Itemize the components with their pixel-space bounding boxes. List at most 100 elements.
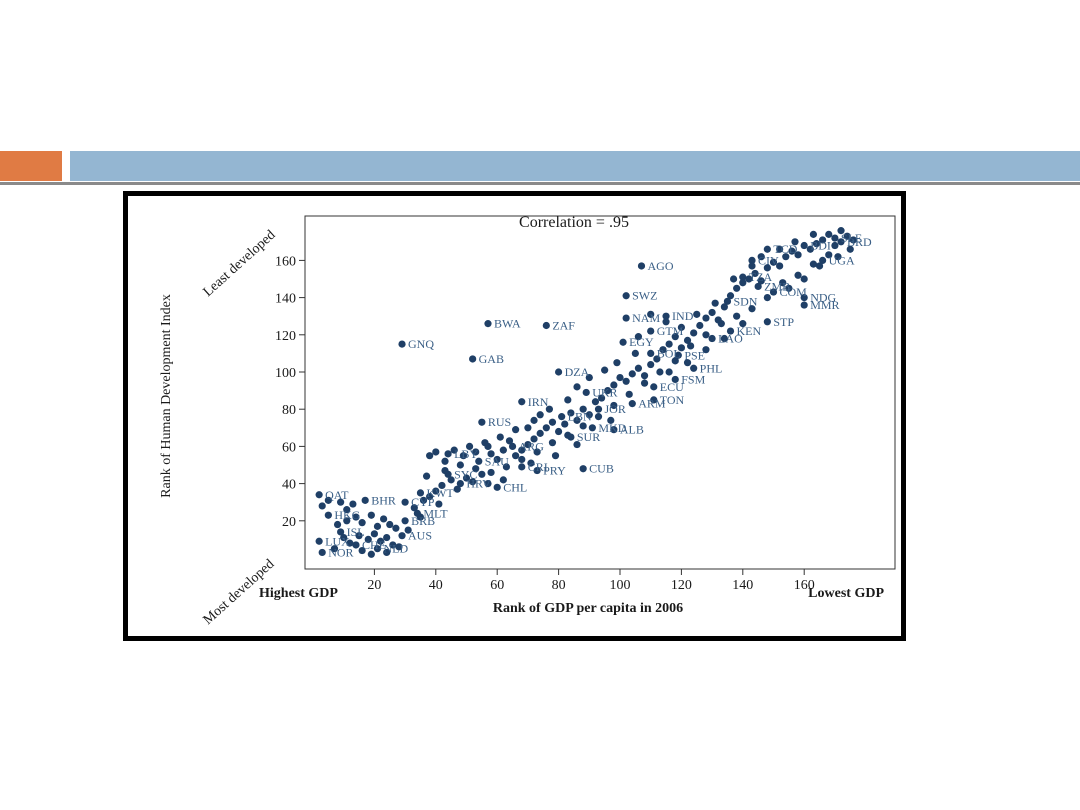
- point-label: SLE: [841, 231, 862, 245]
- scatter-point: [656, 368, 664, 376]
- y-tick-label: 140: [275, 292, 296, 307]
- scatter-point: [499, 446, 507, 454]
- scatter-point: [594, 413, 603, 421]
- scatter-point: [438, 481, 446, 490]
- scatter-point: [607, 416, 615, 424]
- scatter-point: [392, 524, 400, 532]
- scatter-point: [791, 238, 799, 246]
- y-tick-label: 60: [282, 440, 296, 455]
- scatter-point: [426, 493, 434, 501]
- scatter-point: [591, 398, 600, 406]
- scatter-point: [748, 256, 756, 264]
- scatter-point: [637, 262, 646, 270]
- scatter-point: [441, 466, 449, 475]
- point-label: ZMB: [764, 279, 790, 293]
- scatter-point: [533, 466, 541, 475]
- scatter-point: [493, 483, 501, 491]
- scatter-point: [478, 470, 486, 478]
- scatter-point: [484, 480, 492, 488]
- scatter-point: [352, 513, 360, 521]
- scatter-point: [690, 329, 698, 337]
- y-tick-label: 120: [275, 329, 296, 344]
- scatter-point: [410, 504, 418, 512]
- scatter-point: [763, 245, 771, 253]
- scatter-point: [518, 463, 526, 471]
- point-label: MMR: [810, 298, 839, 312]
- scatter-point: [364, 535, 372, 543]
- point-label: ISL: [347, 525, 365, 539]
- scatter-point: [834, 253, 842, 261]
- y-tick-label: 100: [275, 366, 296, 381]
- scatter-point: [401, 517, 409, 525]
- scatter-point: [754, 282, 762, 291]
- scatter-point: [647, 360, 655, 369]
- scatter-point: [542, 321, 550, 330]
- y-axis: 20 40 60 80 100 120 140 160: [275, 254, 305, 530]
- scatter-point: [739, 279, 747, 287]
- scatter-point: [831, 241, 839, 250]
- scatter-point: [318, 548, 326, 557]
- scatter-point: [733, 284, 741, 292]
- scatter-point: [585, 373, 593, 382]
- scatter-point: [542, 424, 550, 432]
- scatter-point: [677, 344, 686, 352]
- x-tick-label: 60: [490, 578, 504, 593]
- scatter-point: [337, 498, 345, 506]
- scatter-point: [683, 336, 692, 344]
- scatter-point: [739, 273, 747, 281]
- scatter-point: [478, 418, 486, 426]
- scatter-point: [640, 379, 649, 387]
- scatter-point: [524, 440, 532, 449]
- point-label: BRD: [847, 235, 872, 249]
- scatter-point: [733, 312, 741, 320]
- slide-divider: [0, 182, 1080, 185]
- scatter-point: [573, 440, 581, 449]
- point-label: HKG: [334, 508, 360, 522]
- scatter-point: [757, 277, 765, 285]
- x-tick-label: 80: [552, 578, 566, 593]
- scatter-point: [555, 427, 563, 436]
- scatter-point: [693, 310, 701, 318]
- scatter-point: [484, 320, 492, 328]
- scatter-point: [383, 548, 391, 557]
- point-label: MLT: [423, 506, 448, 520]
- x-high-label: Lowest GDP: [808, 586, 884, 601]
- scatter-point: [564, 431, 572, 439]
- scatter-point: [432, 448, 440, 456]
- scatter-point: [548, 439, 557, 447]
- x-tick-label: 160: [794, 578, 815, 593]
- scatter-point: [582, 388, 590, 397]
- scatter-point: [444, 450, 452, 458]
- scatter-point: [573, 383, 581, 391]
- scatter-point: [472, 465, 480, 473]
- scatter-point: [469, 355, 477, 363]
- point-label: CIV: [758, 253, 779, 267]
- point-label: ZAF: [552, 319, 575, 333]
- scatter-point: [708, 308, 716, 317]
- scatter-point: [536, 411, 544, 419]
- scatter-point: [647, 327, 655, 335]
- scatter-point: [426, 452, 434, 460]
- scatter-point: [465, 442, 474, 450]
- point-label: LBY: [454, 447, 478, 461]
- scatter-point: [389, 541, 397, 549]
- scatter-point: [634, 364, 643, 372]
- scatter-point: [567, 409, 575, 417]
- scatter-point: [579, 422, 587, 430]
- scatter-point: [462, 474, 471, 482]
- scatter-point: [376, 537, 385, 545]
- scatter-point: [819, 256, 827, 264]
- point-labels: AGO SWZ BWA ZAF GNQ GAB EGY DZA TON ALB CUB QAT BHR H…: [325, 231, 872, 559]
- scatter-point: [386, 520, 394, 529]
- scatter-point: [610, 401, 618, 410]
- scatter-point: [671, 333, 679, 341]
- scatter-point: [763, 264, 771, 272]
- point-label: MKD: [598, 421, 626, 435]
- point-label: BRB: [411, 514, 435, 528]
- scatter-point: [324, 496, 332, 504]
- scatter-point: [631, 349, 639, 357]
- scatter-point: [456, 461, 464, 469]
- scatter-point: [825, 251, 833, 259]
- scatter-point: [613, 359, 621, 367]
- scatter-point: [671, 375, 679, 384]
